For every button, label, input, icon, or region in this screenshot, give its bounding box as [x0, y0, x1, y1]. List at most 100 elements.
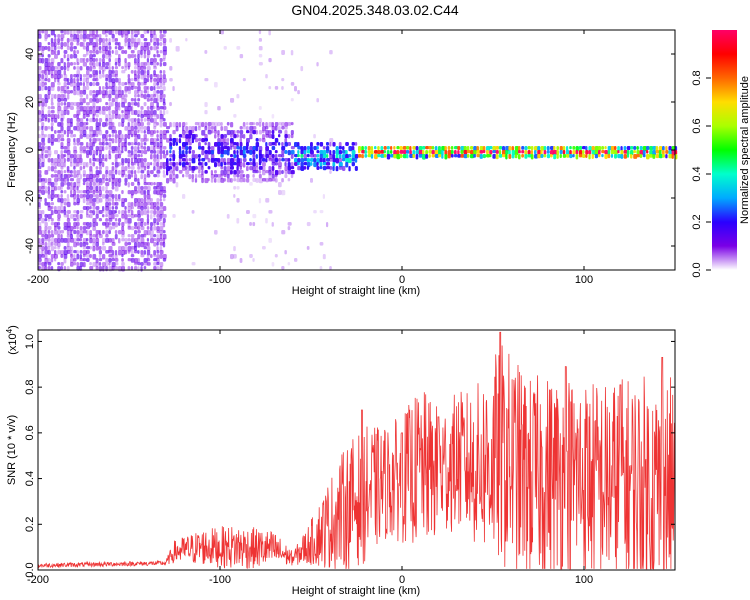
- spectrogram-cell: [185, 174, 189, 178]
- spectrogram-cell: [38, 174, 42, 178]
- spectrogram-cell: [338, 166, 343, 170]
- spectrogram-cell: [114, 170, 118, 175]
- spectrogram-cell: [201, 130, 206, 136]
- spectrogram-cell: [614, 154, 617, 159]
- spectrogram-cell: [162, 58, 166, 62]
- spectrogram-cell: [95, 194, 99, 199]
- spectrogram-cell: [162, 86, 166, 92]
- spectrogram-cell: [60, 158, 64, 163]
- spectrogram-cell: [156, 138, 159, 142]
- spectrogram-cell: [162, 218, 166, 223]
- spectrogram-cell: [162, 238, 166, 244]
- spectrogram-cell: [108, 170, 113, 176]
- spectrogram-cell: [130, 38, 135, 44]
- spectrogram-cell: [134, 258, 138, 264]
- spectrogram-cell: [194, 138, 199, 143]
- spectrogram-cell: [108, 198, 112, 202]
- spectrogram-cell: [44, 58, 49, 63]
- spectrogram-cell: [98, 254, 102, 258]
- spectrogram-cell: [156, 166, 161, 171]
- spectrogram-cell: [102, 158, 106, 162]
- spectrogram-cell: [82, 150, 87, 154]
- spectrogram-cell: [86, 258, 90, 262]
- spectrogram-cell: [226, 166, 231, 172]
- spectrogram-cell: [95, 158, 100, 162]
- spectrogram-cell: [546, 150, 550, 154]
- spectrogram-cell: [326, 142, 329, 146]
- spectrogram-cell: [585, 150, 589, 155]
- spectrogram-cell: [281, 146, 286, 151]
- spectrogram-cell: [105, 194, 109, 199]
- spectrogram-cell: [338, 162, 343, 168]
- spectrogram-cell: [76, 30, 81, 34]
- spectrogram-cell: [79, 34, 83, 40]
- spectrogram-cell: [38, 54, 41, 58]
- spectrogram-cell: [159, 90, 164, 95]
- spectrogram-cell: [111, 150, 115, 154]
- spectrogram-cell: [63, 254, 68, 259]
- spectrogram-cell: [38, 134, 41, 139]
- spectrogram-cell: [54, 46, 57, 51]
- spectrogram-cell: [489, 146, 493, 150]
- spectrogram-cell: [105, 38, 108, 42]
- spectrogram-cell: [50, 66, 55, 71]
- spectrogram-cell: [172, 170, 175, 176]
- spectrogram-cell: [134, 90, 138, 95]
- spectrogram-cell: [50, 62, 54, 67]
- spectrogram-cell: [79, 158, 83, 163]
- spectrogram-cell: [342, 150, 346, 154]
- spectrogram-cell: [95, 62, 100, 67]
- spectrogram-cell: [82, 58, 86, 63]
- spectrogram-cell: [114, 74, 118, 78]
- spectrogram-cell: [86, 114, 90, 118]
- spectrogram-cell: [47, 178, 52, 184]
- spectrogram-cell: [303, 150, 307, 155]
- spectrogram-cell: [54, 226, 57, 231]
- spectrogram-cell: [153, 130, 156, 134]
- spectrogram-cell: [271, 154, 275, 159]
- spectrogram-cell: [79, 214, 83, 219]
- spectrogram-cell: [73, 218, 77, 222]
- spectrogram-cell: [156, 90, 160, 94]
- spectrogram-cell: [130, 234, 135, 238]
- spectrogram-cell: [82, 206, 87, 210]
- spectrogram-cell: [57, 162, 61, 167]
- spectrogram-cell: [524, 154, 528, 159]
- spectrogram-cell: [159, 226, 164, 232]
- spectrogram-cell: [428, 150, 433, 154]
- spectrogram-cell: [76, 222, 80, 227]
- spectrogram-cell: [150, 130, 154, 136]
- spectrogram-cell: [118, 170, 121, 176]
- spectrogram-cell: [66, 234, 71, 238]
- spectrogram-cell: [188, 130, 193, 136]
- spectrogram-cell: [198, 154, 201, 158]
- spectrogram-cell: [41, 74, 44, 80]
- spectrogram-cell: [422, 146, 426, 150]
- spectrogram-cell: [150, 118, 154, 123]
- spectrogram-cell: [329, 150, 332, 156]
- spectrogram-cell: [262, 154, 265, 159]
- spectrogram-cell: [137, 266, 140, 272]
- spectrogram-cell: [38, 214, 43, 219]
- colorbar-tick-label: 0.2: [691, 214, 703, 229]
- spectrogram-cell: [66, 62, 70, 68]
- spectrogram-cell: [73, 262, 77, 266]
- spectrogram-cell: [281, 230, 286, 235]
- spectrogram-cell: [326, 222, 329, 228]
- spectrogram-cell: [86, 70, 90, 76]
- spectrogram-cell: [47, 182, 52, 186]
- spectrogram-cell: [262, 170, 266, 176]
- spectrogram-cell: [44, 94, 48, 99]
- spectrogram-cell: [140, 122, 144, 127]
- spectrogram-cell: [82, 62, 87, 67]
- spectrogram-cell: [290, 154, 294, 159]
- spectrogram-cell: [255, 130, 258, 135]
- spectrogram-cell: [521, 146, 525, 150]
- spectrogram-cell: [153, 242, 157, 247]
- spectrogram-cell: [95, 170, 100, 175]
- spectrogram-cell: [450, 146, 454, 150]
- spectrogram-cell: [316, 62, 319, 67]
- spectrogram-cell: [262, 158, 266, 162]
- spectrogram-cell: [70, 102, 74, 106]
- spectrogram-cell: [258, 106, 262, 110]
